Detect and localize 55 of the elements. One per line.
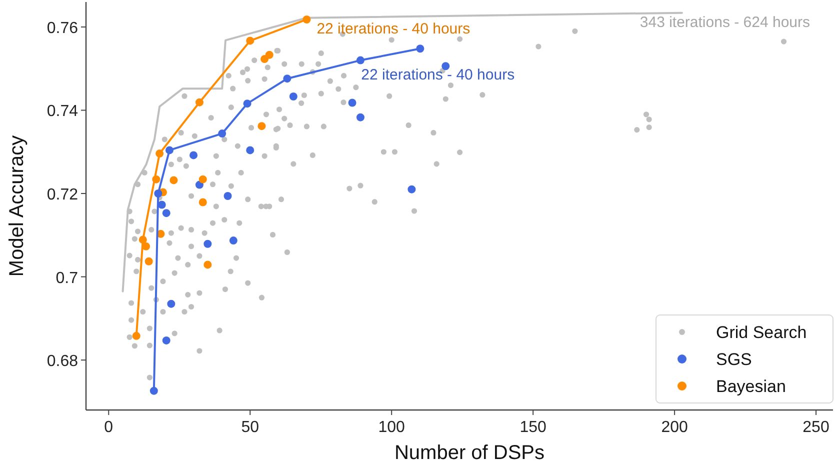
- point: [442, 62, 450, 70]
- point: [195, 98, 204, 106]
- point: [408, 185, 416, 194]
- x-tick-label: 250: [802, 419, 830, 436]
- point: [283, 74, 292, 83]
- point: [204, 240, 212, 248]
- point: [195, 180, 204, 189]
- annotation: 22 iterations - 40 hours: [316, 20, 470, 38]
- y-tick-label: 0.72: [46, 186, 78, 204]
- point: [265, 50, 274, 59]
- y-tick-label: 0.7: [56, 270, 78, 287]
- legend-label: Bayesian: [716, 377, 786, 396]
- annotation: 22 iterations - 40 hours: [361, 66, 515, 84]
- point: [198, 198, 207, 206]
- x-tick-label: 100: [378, 419, 406, 436]
- point: [229, 236, 238, 245]
- point: [243, 100, 252, 108]
- point: [138, 236, 147, 244]
- x-tick-label: 150: [520, 419, 547, 436]
- point: [170, 176, 178, 184]
- legend-label: SGS: [716, 350, 752, 369]
- x-tick-label: 200: [661, 419, 688, 436]
- point: [356, 113, 364, 122]
- y-tick-label: 0.68: [46, 353, 78, 370]
- point: [190, 151, 198, 160]
- point: [246, 36, 254, 45]
- point: [416, 44, 424, 53]
- legend-label: Grid Search: [716, 323, 807, 342]
- point: [356, 56, 364, 64]
- y-tick-label: 0.76: [46, 20, 78, 37]
- point: [302, 15, 311, 24]
- y-axis-title: Model Accuracy: [6, 135, 28, 277]
- point: [348, 98, 356, 107]
- y-tick-label: 0.74: [46, 103, 78, 120]
- point: [150, 386, 158, 395]
- point: [224, 192, 232, 200]
- point: [132, 332, 140, 340]
- point: [167, 300, 176, 308]
- point: [246, 146, 254, 154]
- point: [162, 209, 170, 218]
- annotation: 343 iterations - 624 hours: [640, 14, 810, 31]
- point: [258, 122, 266, 130]
- point: [260, 55, 269, 64]
- point: [204, 260, 212, 269]
- point: [156, 150, 164, 158]
- point: [154, 190, 162, 198]
- x-tick-label: 0: [104, 419, 114, 436]
- point: [165, 146, 174, 154]
- point: [289, 92, 298, 101]
- x-tick-label: 50: [241, 419, 260, 436]
- point: [162, 336, 170, 344]
- x-axis-title: Number of DSPs: [394, 442, 545, 464]
- point: [218, 130, 226, 138]
- point: [198, 175, 207, 184]
- point: [144, 257, 153, 266]
